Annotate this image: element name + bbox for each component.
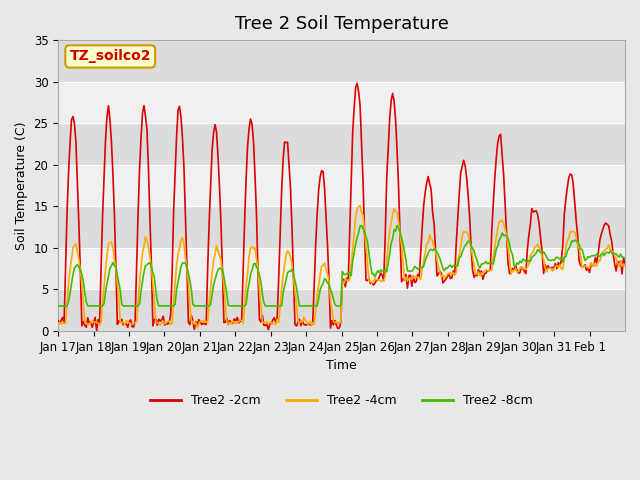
Tree2 -8cm (618, 254, 626, 260)
Tree2 -8cm (393, 222, 401, 228)
Tree2 -2cm (348, 177, 355, 182)
Tree2 -8cm (74, 262, 81, 267)
Tree2 -2cm (93, 328, 100, 334)
Bar (58, 123, 625, 165)
Tree2 -4cm (546, 265, 554, 271)
Line: Tree2 -2cm: Tree2 -2cm (58, 83, 625, 331)
Title: Tree 2 Soil Temperature: Tree 2 Soil Temperature (235, 15, 449, 33)
Y-axis label: Soil Temperature (C): Soil Temperature (C) (15, 121, 28, 250)
Line: Tree2 -4cm: Tree2 -4cm (58, 206, 625, 328)
Tree2 -2cm (353, 80, 361, 86)
X-axis label: Time: Time (326, 359, 357, 372)
Tree2 -8cm (460, 245, 467, 251)
Bar (58, 82, 625, 123)
Bar (58, 248, 625, 289)
Tree2 -8cm (346, 269, 353, 275)
Tree2 -2cm (74, 179, 81, 185)
Tree2 -8cm (54, 303, 62, 309)
Tree2 -8cm (92, 303, 99, 309)
Tree2 -8cm (544, 257, 552, 263)
Tree2 -2cm (620, 254, 627, 260)
Tree2 -4cm (54, 321, 62, 326)
Tree2 -2cm (621, 262, 629, 268)
Tree2 -4cm (92, 319, 99, 325)
Tree2 -4cm (348, 262, 355, 268)
Tree2 -4cm (193, 325, 201, 331)
Tree2 -4cm (356, 203, 364, 209)
Tree2 -2cm (92, 314, 99, 320)
Bar (58, 206, 625, 248)
Tree2 -2cm (546, 265, 554, 271)
Bar (58, 40, 625, 82)
Bar (58, 0, 625, 40)
Tree2 -8cm (621, 256, 629, 262)
Legend: Tree2 -2cm, Tree2 -4cm, Tree2 -8cm: Tree2 -2cm, Tree2 -4cm, Tree2 -8cm (145, 389, 538, 412)
Tree2 -2cm (54, 318, 62, 324)
Tree2 -4cm (461, 229, 469, 235)
Bar (58, 289, 625, 331)
Tree2 -2cm (461, 163, 469, 169)
Text: TZ_soilco2: TZ_soilco2 (70, 49, 151, 63)
Tree2 -4cm (74, 249, 81, 255)
Line: Tree2 -8cm: Tree2 -8cm (58, 225, 625, 306)
Tree2 -4cm (621, 263, 629, 268)
Bar (58, 165, 625, 206)
Tree2 -4cm (620, 261, 627, 267)
